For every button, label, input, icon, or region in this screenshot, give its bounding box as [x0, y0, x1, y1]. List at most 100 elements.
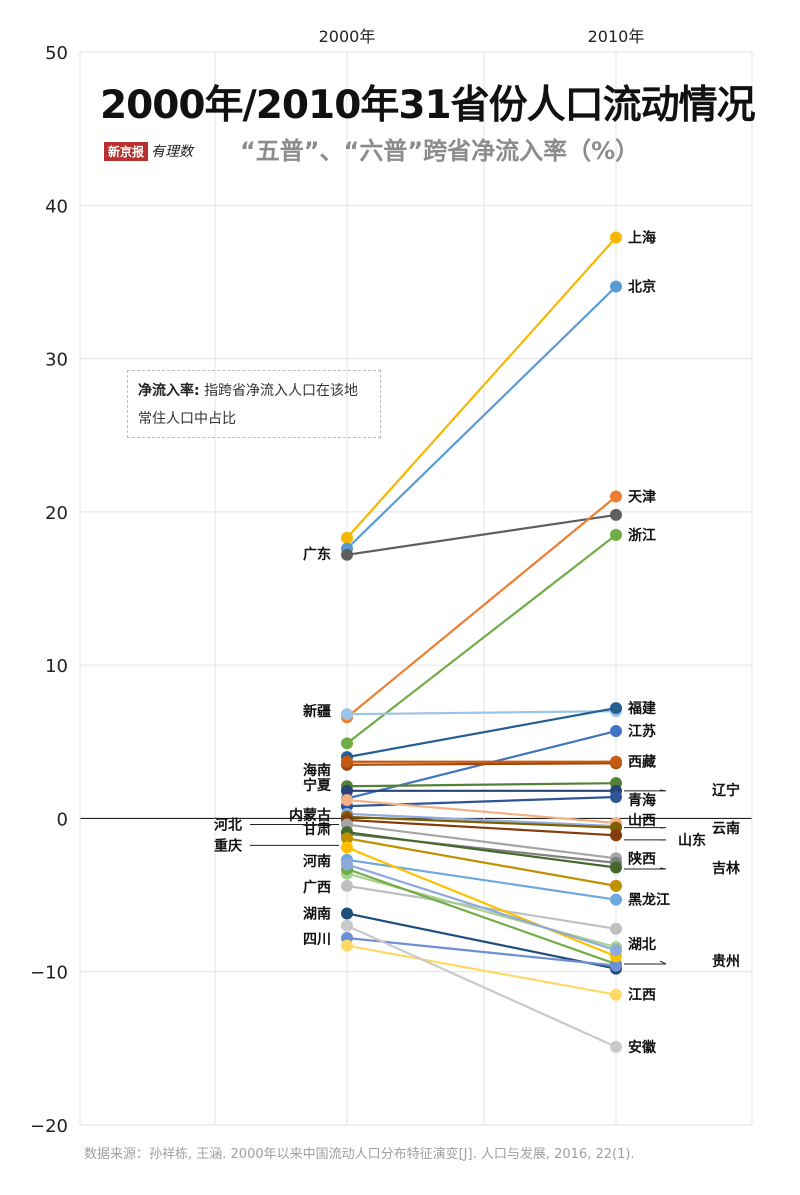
label-2010: 上海	[628, 229, 656, 246]
label-2010: 江苏	[628, 723, 656, 740]
leader-line-2010	[624, 789, 667, 792]
label-2010-leader: 辽宁	[712, 782, 740, 799]
point-2010	[610, 1040, 622, 1053]
label-2010: 江西	[628, 987, 656, 1004]
point-2000	[341, 832, 353, 845]
point-2000	[341, 548, 353, 561]
label-2000: 广东	[303, 546, 331, 563]
point-2000	[341, 755, 353, 768]
point-2000	[341, 737, 353, 750]
point-2010	[610, 988, 622, 1001]
series-line	[346, 782, 617, 788]
y-tick-label: −10	[30, 963, 68, 984]
label-2010-leader: 贵州	[712, 953, 740, 970]
series-line	[346, 823, 617, 860]
point-2000	[341, 858, 353, 871]
label-2000-leader: 河北	[214, 817, 242, 834]
point-2010	[610, 280, 622, 293]
point-2010	[610, 959, 622, 972]
point-2010	[610, 790, 622, 803]
x-tick-label: 2000年	[319, 27, 376, 46]
label-2010: 黑龙江	[628, 892, 670, 909]
label-2000-leader: 重庆	[214, 837, 242, 854]
point-2010	[610, 944, 622, 957]
label-2010: 北京	[628, 279, 656, 296]
series-line	[346, 924, 617, 1048]
definition-note: 净流入率: 指跨省净流入人口在该地常住人口中占比	[127, 370, 381, 438]
series-line	[346, 867, 617, 966]
point-2010	[610, 922, 622, 935]
label-2010: 西藏	[628, 754, 656, 771]
y-tick-label: −20	[30, 1116, 68, 1137]
label-2000: 河南	[303, 853, 331, 870]
label-2010: 安徽	[628, 1039, 657, 1056]
leader-line-2010	[624, 867, 667, 870]
label-2010: 湖北	[628, 937, 656, 953]
series-line	[346, 710, 617, 716]
y-tick-label: 30	[45, 350, 68, 371]
series-line	[346, 762, 617, 766]
series-line	[346, 495, 617, 719]
label-2010-leader: 云南	[712, 820, 740, 837]
brand-logo: 新京报 有理数	[104, 140, 193, 162]
logo-script: 有理数	[151, 144, 194, 160]
point-2000	[341, 907, 353, 920]
label-2000: 宁夏	[303, 777, 332, 794]
label-2000: 海南	[303, 762, 331, 779]
note-label: 净流入率:	[138, 383, 200, 399]
label-2000: 内蒙古	[289, 807, 331, 824]
y-tick-label: 50	[45, 43, 68, 64]
label-2010: 青海	[628, 792, 656, 809]
series-line	[346, 863, 617, 952]
chart-subtitle: “五普”、“六普”跨省净流入率（%）	[240, 137, 640, 165]
label-2000: 甘肃	[303, 821, 331, 838]
series-line	[346, 706, 617, 759]
point-2010	[610, 490, 622, 503]
chart-title: 2000年/2010年31省份人口流动情况	[100, 83, 756, 128]
label-2000: 广西	[303, 879, 331, 896]
point-2000	[341, 939, 353, 952]
label-2000: 四川	[303, 932, 331, 948]
series-line	[346, 815, 617, 829]
series-line	[346, 831, 617, 869]
label-2010: 浙江	[628, 527, 656, 544]
series-line	[346, 872, 617, 949]
series-line	[346, 513, 617, 556]
point-2010	[610, 829, 622, 842]
point-2000	[341, 708, 353, 721]
point-2010	[610, 508, 622, 521]
y-tick-label: 40	[45, 196, 68, 217]
series-line	[346, 812, 617, 828]
series-line	[346, 798, 617, 825]
point-2000	[341, 794, 353, 807]
point-2010	[610, 861, 622, 874]
series-line	[346, 837, 617, 887]
point-2010	[610, 879, 622, 892]
point-2010	[610, 231, 622, 244]
label-2000: 新疆	[303, 703, 331, 720]
series-line	[346, 846, 617, 958]
note-text: 指跨省净流入人口在该地常住人口中占比	[138, 383, 359, 427]
label-2000: 湖南	[303, 905, 331, 922]
label-2010: 天津	[628, 489, 656, 506]
point-2010	[610, 528, 622, 541]
series-line	[346, 533, 617, 745]
point-2000	[341, 919, 353, 932]
leader-line-2010	[624, 960, 667, 965]
label-2010: 福建	[627, 700, 656, 717]
label-2010-leader: 山东	[678, 832, 706, 849]
y-tick-label: 20	[45, 503, 68, 524]
series-line	[346, 912, 617, 970]
label-2010: 陕西	[628, 850, 656, 867]
point-2000	[341, 531, 353, 544]
point-2000	[341, 784, 353, 797]
series-line	[346, 795, 617, 808]
point-2010	[610, 755, 622, 768]
x-tick-label: 2010年	[588, 27, 645, 46]
point-2010	[610, 893, 622, 906]
series-line	[346, 818, 617, 837]
label-2010: 山西	[628, 813, 656, 829]
logo-box: 新京报	[104, 141, 149, 161]
label-2010-leader: 吉林	[712, 860, 740, 877]
